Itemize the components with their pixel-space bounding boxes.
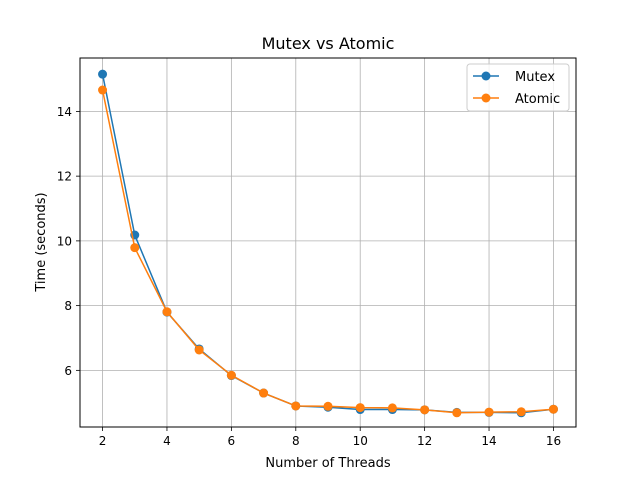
x-tick-label: 2: [99, 434, 107, 448]
data-point-atomic: [516, 407, 526, 417]
data-point-atomic: [387, 403, 397, 413]
data-point-atomic: [162, 307, 172, 317]
y-tick-label: 10: [57, 234, 72, 248]
x-tick-label: 4: [163, 434, 171, 448]
legend: Mutex Atomic: [466, 63, 570, 112]
grid: [80, 58, 576, 427]
data-point-atomic: [420, 405, 430, 415]
x-tick-label: 12: [417, 434, 432, 448]
data-point-mutex: [98, 69, 108, 79]
legend-label-mutex: Mutex: [515, 70, 555, 85]
y-axis-label: Time (seconds): [34, 192, 49, 292]
data-series: [98, 69, 558, 418]
y-tick-label: 6: [64, 364, 72, 378]
data-point-atomic: [291, 401, 301, 411]
legend-swatch-mutex-marker: [481, 71, 491, 81]
x-tick-label: 16: [546, 434, 561, 448]
chart-title: Mutex vs Atomic: [262, 34, 395, 53]
data-point-atomic: [323, 401, 333, 411]
data-point-atomic: [259, 388, 269, 398]
axis-ticks: 2 4 6 8 10 12 14 16 6 8 10 12 14: [57, 105, 561, 448]
data-point-atomic: [548, 404, 558, 414]
y-tick-label: 8: [64, 299, 72, 313]
legend-swatch-atomic-marker: [481, 93, 491, 103]
data-point-atomic: [194, 345, 204, 355]
x-axis-label: Number of Threads: [265, 456, 390, 471]
data-point-atomic: [226, 370, 236, 380]
y-tick-label: 12: [57, 170, 72, 184]
x-tick-label: 14: [481, 434, 496, 448]
legend-label-atomic: Atomic: [515, 92, 560, 107]
data-point-atomic: [355, 403, 365, 413]
x-tick-label: 6: [228, 434, 236, 448]
x-tick-label: 10: [353, 434, 368, 448]
data-point-atomic: [452, 408, 462, 418]
plot-frame: [79, 57, 577, 428]
y-tick-label: 14: [57, 105, 72, 119]
data-point-atomic: [484, 407, 494, 417]
data-point-atomic: [98, 85, 108, 95]
x-tick-label: 8: [292, 434, 300, 448]
data-point-atomic: [130, 243, 140, 253]
